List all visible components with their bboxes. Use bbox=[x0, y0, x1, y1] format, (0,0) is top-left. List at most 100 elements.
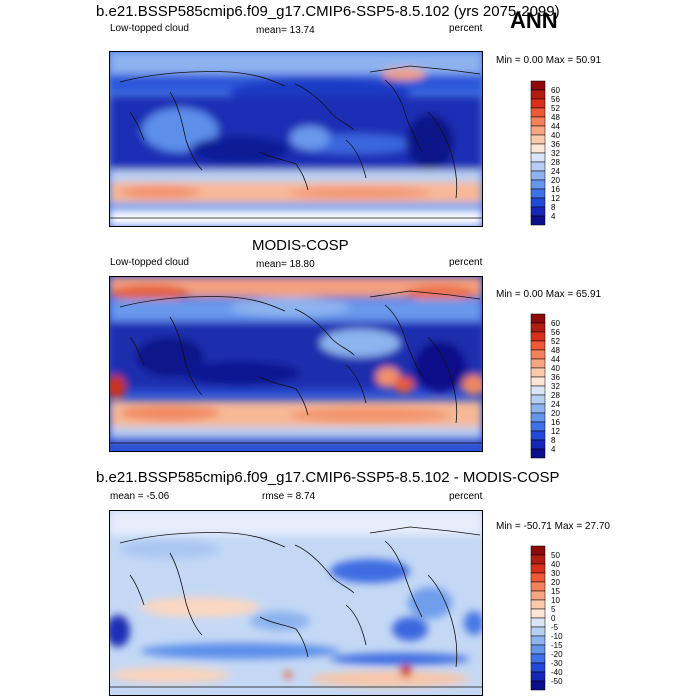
colorbar-swatch bbox=[530, 599, 546, 610]
colorbar-tick-label: 48 bbox=[551, 346, 560, 355]
rmse-label: rmse = 8.74 bbox=[262, 491, 316, 502]
colorbar-tick-label: 40 bbox=[551, 364, 560, 373]
colorbar-swatch bbox=[530, 662, 546, 673]
colorbar-swatch bbox=[530, 125, 546, 136]
colorbar-swatch bbox=[530, 206, 546, 217]
colorbar-swatch bbox=[530, 116, 546, 127]
colorbar-swatch bbox=[530, 448, 546, 459]
colorbar-swatch bbox=[530, 545, 546, 556]
colorbar-swatch bbox=[530, 143, 546, 154]
colorbar-tick-label: 24 bbox=[551, 167, 560, 176]
colorbar-tick-label: 40 bbox=[551, 560, 560, 569]
colorbar-swatch bbox=[530, 313, 546, 324]
colorbar-tick-label: 28 bbox=[551, 391, 560, 400]
colorbar-swatch bbox=[530, 331, 546, 342]
colorbar-swatch bbox=[530, 626, 546, 637]
colorbar-tick-label: 4 bbox=[551, 445, 556, 454]
colorbar-swatch bbox=[530, 635, 546, 646]
units-label: percent bbox=[449, 491, 483, 502]
colorbar-tick-label: 52 bbox=[551, 104, 560, 113]
map-panel-observations bbox=[109, 276, 483, 452]
colorbar-tick-label: 12 bbox=[551, 194, 560, 203]
colorbar-tick-label: -10 bbox=[551, 632, 563, 641]
colorbar-swatch bbox=[530, 170, 546, 181]
colorbar-swatch bbox=[530, 653, 546, 664]
colorbar-tick-label: -50 bbox=[551, 677, 563, 686]
colorbar-tick-label: 4 bbox=[551, 212, 556, 221]
colorbar-tick-label: 10 bbox=[551, 596, 560, 605]
colorbar-tick-label: 20 bbox=[551, 176, 560, 185]
colorbar-swatch bbox=[530, 671, 546, 682]
colorbar-swatch bbox=[530, 152, 546, 163]
colorbar-swatch bbox=[530, 322, 546, 333]
colorbar-swatch bbox=[530, 134, 546, 145]
colorbar-tick-label: 16 bbox=[551, 185, 560, 194]
panel-title: b.e21.BSSP585cmip6.f09_g17.CMIP6-SSP5-8.… bbox=[96, 3, 560, 20]
colorbar-tick-label: 16 bbox=[551, 418, 560, 427]
colorbar-tick-label: 36 bbox=[551, 373, 560, 382]
colorbar-swatch bbox=[530, 215, 546, 226]
season-label: ANN bbox=[510, 8, 558, 33]
colorbar-swatch bbox=[530, 188, 546, 199]
colorbar-swatch bbox=[530, 590, 546, 601]
panel-title: b.e21.BSSP585cmip6.f09_g17.CMIP6-SSP5-8.… bbox=[96, 469, 560, 486]
colorbar-tick-label: 0 bbox=[551, 614, 556, 623]
colorbar-tick-label: 30 bbox=[551, 569, 560, 578]
colorbar-tick-label: -30 bbox=[551, 659, 563, 668]
minmax-label: Min = 0.00 Max = 50.91 bbox=[496, 55, 602, 66]
colorbar-swatch bbox=[530, 554, 546, 565]
colorbar-tick-label: 56 bbox=[551, 95, 560, 104]
units-label: percent bbox=[449, 257, 483, 268]
colorbar-swatch bbox=[530, 412, 546, 423]
colorbar-tick-label: 50 bbox=[551, 551, 560, 560]
colorbar-tick-label: 36 bbox=[551, 140, 560, 149]
colorbar-tick-label: 40 bbox=[551, 131, 560, 140]
units-label: percent bbox=[449, 23, 483, 34]
colorbar-model: 60 56 52 48 44 40 36 32 28 24 20 16 12 8 4 bbox=[530, 80, 601, 226]
colorbar-swatch bbox=[530, 376, 546, 387]
colorbar-swatch bbox=[530, 349, 546, 360]
colorbar-swatch bbox=[530, 98, 546, 109]
colorbar-tick-label: -15 bbox=[551, 641, 563, 650]
colorbar-swatch bbox=[530, 385, 546, 396]
colorbar-tick-label: 60 bbox=[551, 86, 560, 95]
mean-label: mean= 13.74 bbox=[256, 25, 315, 36]
colorbar-swatch bbox=[530, 403, 546, 414]
minmax-label: Min = 0.00 Max = 65.91 bbox=[496, 289, 602, 300]
minmax-label: Min = -50.71 Max = 27.70 bbox=[496, 521, 610, 532]
variable-label: Low-topped cloud bbox=[110, 23, 189, 34]
colorbar-swatch bbox=[530, 572, 546, 583]
colorbar-tick-label: 48 bbox=[551, 113, 560, 122]
colorbar-tick-label: 32 bbox=[551, 149, 560, 158]
colorbar-difference: 50 40 30 20 15 10 5 0 -5 -10 -15 -20 -30 -40 -50 bbox=[530, 545, 601, 691]
colorbar-swatch bbox=[530, 581, 546, 592]
colorbar-swatch bbox=[530, 421, 546, 432]
colorbar-tick-label: 44 bbox=[551, 355, 560, 364]
colorbar-tick-label: 44 bbox=[551, 122, 560, 131]
colorbar-swatch bbox=[530, 430, 546, 441]
colorbar-swatch bbox=[530, 439, 546, 450]
colorbar-tick-label: 12 bbox=[551, 427, 560, 436]
colorbar-swatch bbox=[530, 680, 546, 691]
variable-label: Low-topped cloud bbox=[110, 257, 189, 268]
colorbar-swatch bbox=[530, 89, 546, 100]
colorbar-swatch bbox=[530, 107, 546, 118]
mean-label: mean = -5.06 bbox=[110, 491, 170, 502]
colorbar-tick-label: 24 bbox=[551, 400, 560, 409]
colorbar-tick-label: -5 bbox=[551, 623, 559, 632]
colorbar-tick-label: 60 bbox=[551, 319, 560, 328]
map-panel-difference bbox=[109, 510, 483, 696]
colorbar-swatch bbox=[530, 608, 546, 619]
colorbar-swatch bbox=[530, 563, 546, 574]
colorbar-tick-label: -40 bbox=[551, 668, 563, 677]
colorbar-swatch bbox=[530, 644, 546, 655]
colorbar-swatch bbox=[530, 80, 546, 91]
colorbar-observations: 60 56 52 48 44 40 36 32 28 24 20 16 12 8 4 bbox=[530, 313, 601, 459]
colorbar-swatch bbox=[530, 340, 546, 351]
colorbar-tick-label: 20 bbox=[551, 409, 560, 418]
colorbar-tick-label: 5 bbox=[551, 605, 556, 614]
colorbar-swatch bbox=[530, 367, 546, 378]
colorbar-swatch bbox=[530, 358, 546, 369]
colorbar-swatch bbox=[530, 179, 546, 190]
